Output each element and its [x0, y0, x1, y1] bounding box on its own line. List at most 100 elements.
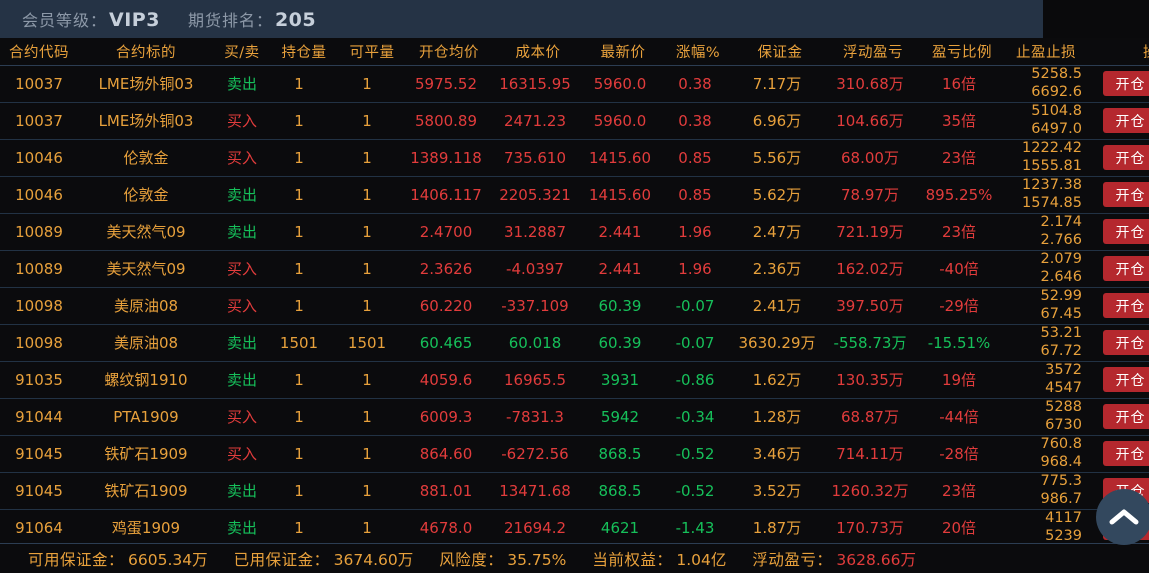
cell-margin: 3.52万 — [734, 472, 826, 510]
cell-position-qty: 1 — [270, 509, 338, 547]
cell-contract-name: PTA1909 — [78, 398, 214, 436]
cell-pl-ratio: 19倍 — [920, 361, 1004, 399]
col-header-floating-pl[interactable]: 浮动盈亏 — [826, 38, 920, 66]
col-header-side[interactable]: 买/卖 — [214, 38, 270, 66]
table-row[interactable]: 10089 美天然气09 买入 1 1 2.3626 -4.0397 2.441 1.96 2.3… — [0, 250, 1149, 288]
cell-floating-pl: 104.66万 — [826, 102, 920, 140]
col-header-margin[interactable]: 保证金 — [734, 38, 826, 66]
cell-margin: 2.36万 — [734, 250, 826, 288]
stop-loss-value: 2.766 — [1040, 231, 1082, 248]
cell-pl-ratio: -15.51% — [920, 324, 1004, 362]
cell-contract-code: 10037 — [0, 65, 78, 103]
open-position-button[interactable]: 开仓 — [1102, 108, 1149, 133]
table-row[interactable]: 10089 美天然气09 卖出 1 1 2.4700 31.2887 2.441 1.96 2.4… — [0, 213, 1149, 251]
cell-floating-pl: 68.87万 — [826, 398, 920, 436]
open-position-button[interactable]: 开仓 — [1102, 404, 1149, 429]
col-header-contract-name[interactable]: 合约标的 — [78, 38, 214, 66]
col-header-stop-profit-loss[interactable]: 止盈止损 — [1004, 38, 1088, 66]
cell-floating-pl: 78.97万 — [826, 176, 920, 214]
header-row: 合约代码 合约标的 买/卖 持仓量 可平量 开仓均价 成本价 最新价 涨幅% 保… — [0, 38, 1149, 66]
cell-contract-name: LME场外铜03 — [78, 65, 214, 103]
stop-loss-value: 986.7 — [1040, 490, 1082, 507]
summary-label: 浮动盈亏： — [752, 550, 833, 569]
stop-profit-value: 52.99 — [1040, 288, 1082, 305]
stop-loss-value: 4547 — [1045, 379, 1082, 396]
col-header-change-pct[interactable]: 涨幅% — [662, 38, 734, 66]
cell-contract-name: 鸡蛋1909 — [78, 509, 214, 547]
table-row[interactable]: 91064 鸡蛋1909 卖出 1 1 4678.0 21694.2 4621 -1.43 1.8… — [0, 509, 1149, 547]
open-position-button[interactable]: 开仓 — [1102, 182, 1149, 207]
summary-item: 浮动盈亏： 3628.66万 — [752, 548, 916, 570]
col-header-closable-qty[interactable]: 可平量 — [338, 38, 406, 66]
table-row[interactable]: 10046 伦敦金 卖出 1 1 1406.117 2205.321 1415.60 0.85 5… — [0, 176, 1149, 214]
stop-loss-value: 67.72 — [1040, 342, 1082, 359]
stop-profit-value: 2.079 — [1040, 251, 1082, 268]
cell-actions: 开仓平仓 — [1088, 250, 1149, 288]
cell-margin: 5.62万 — [734, 176, 826, 214]
open-position-button[interactable]: 开仓 — [1102, 367, 1149, 392]
table-row[interactable]: 91045 铁矿石1909 卖出 1 1 881.01 13471.68 868.5 -0.52… — [0, 472, 1149, 510]
open-position-button[interactable]: 开仓 — [1102, 219, 1149, 244]
summary-item: 可用保证金： 6605.34万 — [28, 548, 208, 570]
cell-pl-ratio: 20倍 — [920, 509, 1004, 547]
cell-closable-qty: 1501 — [338, 324, 406, 362]
cell-contract-name: 铁矿石1909 — [78, 472, 214, 510]
table-row[interactable]: 10046 伦敦金 买入 1 1 1389.118 735.610 1415.60 0.85 5.… — [0, 139, 1149, 177]
open-position-button[interactable]: 开仓 — [1102, 71, 1149, 96]
summary-item: 风险度： 35.75% — [439, 548, 566, 570]
scroll-to-top-button[interactable] — [1096, 489, 1149, 545]
open-position-button[interactable]: 开仓 — [1102, 145, 1149, 170]
stop-profit-value: 5258.5 — [1031, 66, 1082, 83]
cell-pl-ratio: 23倍 — [920, 139, 1004, 177]
table-row[interactable]: 91035 螺纹钢1910 卖出 1 1 4059.6 16965.5 3931 -0.86 1.… — [0, 361, 1149, 399]
col-header-last-price[interactable]: 最新价 — [584, 38, 662, 66]
open-position-button[interactable]: 开仓 — [1102, 256, 1149, 281]
col-header-cost-price[interactable]: 成本价 — [492, 38, 584, 66]
cell-floating-pl: 721.19万 — [826, 213, 920, 251]
cell-closable-qty: 1 — [338, 139, 406, 177]
cell-actions: 开仓平仓 — [1088, 287, 1149, 325]
cell-position-qty: 1 — [270, 287, 338, 325]
table-row[interactable]: 91045 铁矿石1909 买入 1 1 864.60 -6272.56 868.5 -0.52… — [0, 435, 1149, 473]
col-header-open-avg-price[interactable]: 开仓均价 — [406, 38, 492, 66]
cell-closable-qty: 1 — [338, 176, 406, 214]
cell-floating-pl: 714.11万 — [826, 435, 920, 473]
cell-floating-pl: 170.73万 — [826, 509, 920, 547]
table-row[interactable]: 10037 LME场外铜03 卖出 1 1 5975.52 16315.95 5960.0 0.… — [0, 65, 1149, 103]
open-position-button[interactable]: 开仓 — [1102, 293, 1149, 318]
table-row[interactable]: 10098 美原油08 买入 1 1 60.220 -337.109 60.39 -0.07 2.… — [0, 287, 1149, 325]
cell-margin: 2.47万 — [734, 213, 826, 251]
cell-stop-profit-loss: 760.8 968.4 — [1004, 435, 1088, 473]
cell-position-qty: 1501 — [270, 324, 338, 362]
open-position-button[interactable]: 开仓 — [1102, 441, 1149, 466]
table-header: 合约代码 合约标的 买/卖 持仓量 可平量 开仓均价 成本价 最新价 涨幅% 保… — [0, 38, 1149, 66]
cell-cost-price: 16315.95 — [492, 65, 584, 103]
cell-open-avg-price: 5800.89 — [406, 102, 492, 140]
cell-open-avg-price: 6009.3 — [406, 398, 492, 436]
cell-change-pct: -0.52 — [662, 472, 734, 510]
member-level-label: 会员等级： — [22, 11, 108, 30]
cell-change-pct: 1.96 — [662, 213, 734, 251]
cell-contract-code: 10037 — [0, 102, 78, 140]
table-row[interactable]: 91044 PTA1909 买入 1 1 6009.3 -7831.3 5942 -0.34 1.… — [0, 398, 1149, 436]
cell-margin: 1.28万 — [734, 398, 826, 436]
stop-loss-value: 6692.6 — [1031, 83, 1082, 100]
cell-actions: 开仓平仓 — [1088, 65, 1149, 103]
col-header-contract-code[interactable]: 合约代码 — [0, 38, 78, 66]
table-row[interactable]: 10037 LME场外铜03 买入 1 1 5800.89 2471.23 5960.0 0.3… — [0, 102, 1149, 140]
cell-closable-qty: 1 — [338, 213, 406, 251]
open-position-button[interactable]: 开仓 — [1102, 330, 1149, 355]
col-header-pl-ratio[interactable]: 盈亏比例 — [920, 38, 1004, 66]
cell-actions: 开仓平仓 — [1088, 435, 1149, 473]
futures-rank: 期货排名： 205 — [188, 7, 316, 31]
cell-closable-qty: 1 — [338, 509, 406, 547]
cell-margin: 2.41万 — [734, 287, 826, 325]
cell-actions: 开仓平仓 — [1088, 213, 1149, 251]
cell-side: 卖出 — [214, 65, 270, 103]
cell-stop-profit-loss: 2.079 2.646 — [1004, 250, 1088, 288]
cell-position-qty: 1 — [270, 213, 338, 251]
positions-table-container[interactable]: 合约代码 合约标的 买/卖 持仓量 可平量 开仓均价 成本价 最新价 涨幅% 保… — [0, 38, 1149, 547]
table-row[interactable]: 10098 美原油08 卖出 1501 1501 60.465 60.018 60.39 -0.… — [0, 324, 1149, 362]
col-header-position-qty[interactable]: 持仓量 — [270, 38, 338, 66]
cell-side: 买入 — [214, 287, 270, 325]
